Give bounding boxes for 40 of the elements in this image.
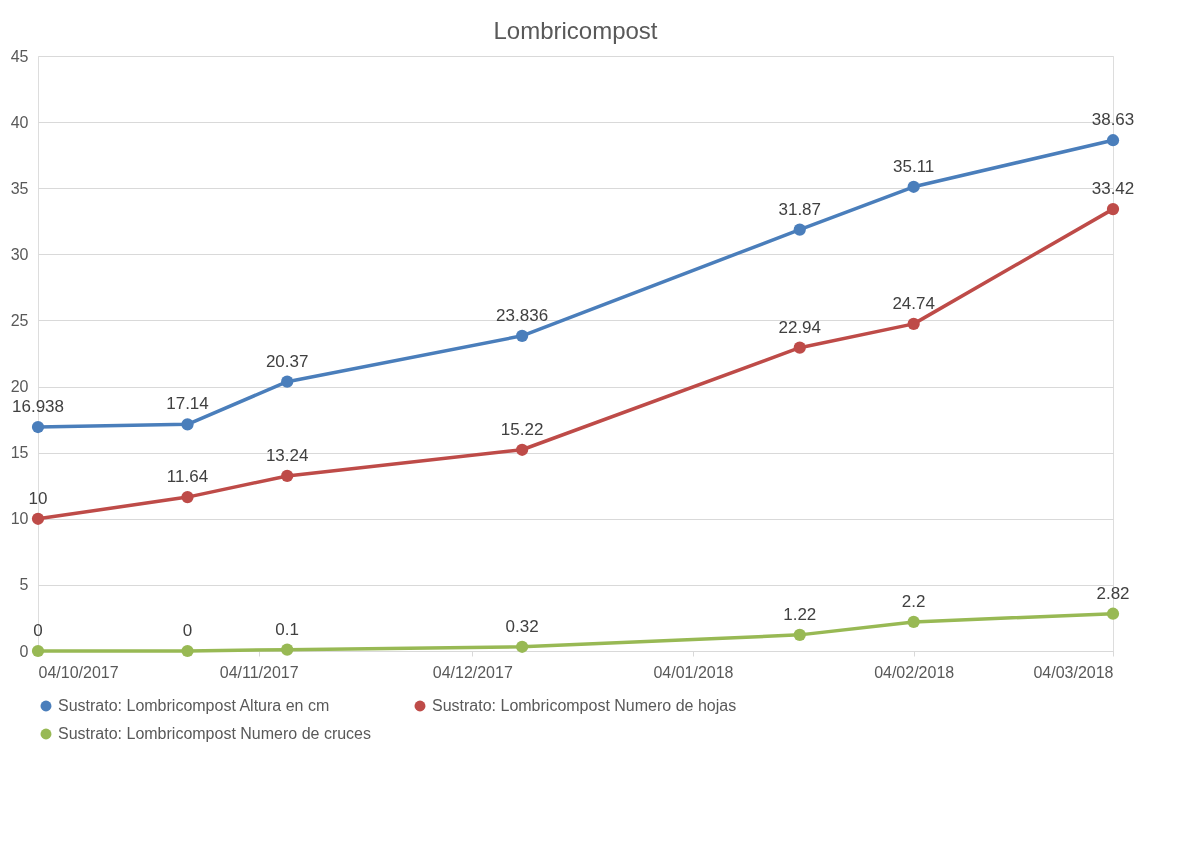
data-label: 11.64	[166, 467, 209, 487]
data-label: 31.87	[778, 199, 822, 219]
y-tick-label: 35	[10, 179, 29, 197]
x-tick-label: 04/12/2017	[432, 663, 513, 681]
y-tick-label: 10	[10, 510, 29, 528]
y-tick-label: 25	[10, 311, 29, 329]
y-tick-label: 40	[10, 113, 29, 131]
data-label: 35.11	[893, 156, 935, 176]
data-label: 0.32	[505, 616, 539, 636]
data-label: 1.22	[783, 604, 817, 624]
legend-label: Sustrato: Lombricompost Numero de hojas	[432, 697, 737, 714]
x-tick-label: 04/11/2017	[219, 663, 299, 681]
data-label: 38.63	[1091, 110, 1135, 130]
legend-label: Sustrato: Lombricompost Numero de cruces	[58, 725, 372, 742]
data-label: 0.1	[275, 619, 299, 639]
data-label: 2.82	[1096, 583, 1130, 603]
data-label: 24.74	[892, 293, 935, 313]
data-label: 13.24	[265, 445, 309, 465]
y-tick-label: 45	[10, 47, 29, 65]
chart-title: Lombricompost	[493, 17, 658, 44]
y-tick-label: 5	[19, 576, 29, 594]
data-label: 17.14	[166, 394, 209, 414]
y-tick-label: 15	[10, 444, 29, 462]
data-label: 15.22	[500, 419, 544, 439]
data-label: 20.37	[265, 351, 309, 371]
x-tick-label: 04/01/2018	[653, 663, 734, 681]
data-label: 0	[182, 621, 193, 640]
data-label: 2.2	[901, 591, 926, 611]
y-tick-label: 30	[10, 245, 29, 263]
data-label: 0	[33, 621, 43, 640]
data-label: 33.42	[1091, 179, 1135, 199]
data-label: 16.938	[12, 397, 64, 417]
data-label: 22.94	[778, 317, 822, 337]
y-tick-label: 0	[19, 642, 29, 660]
x-tick-label: 04/02/2018	[874, 663, 955, 681]
x-tick-label: 04/03/2018	[1033, 663, 1114, 681]
y-tick-label: 20	[10, 378, 29, 396]
data-label: 23.836	[496, 305, 549, 325]
x-tick-label: 04/10/2017	[38, 663, 119, 681]
legend-label: Sustrato: Lombricompost Altura en cm	[58, 697, 330, 714]
